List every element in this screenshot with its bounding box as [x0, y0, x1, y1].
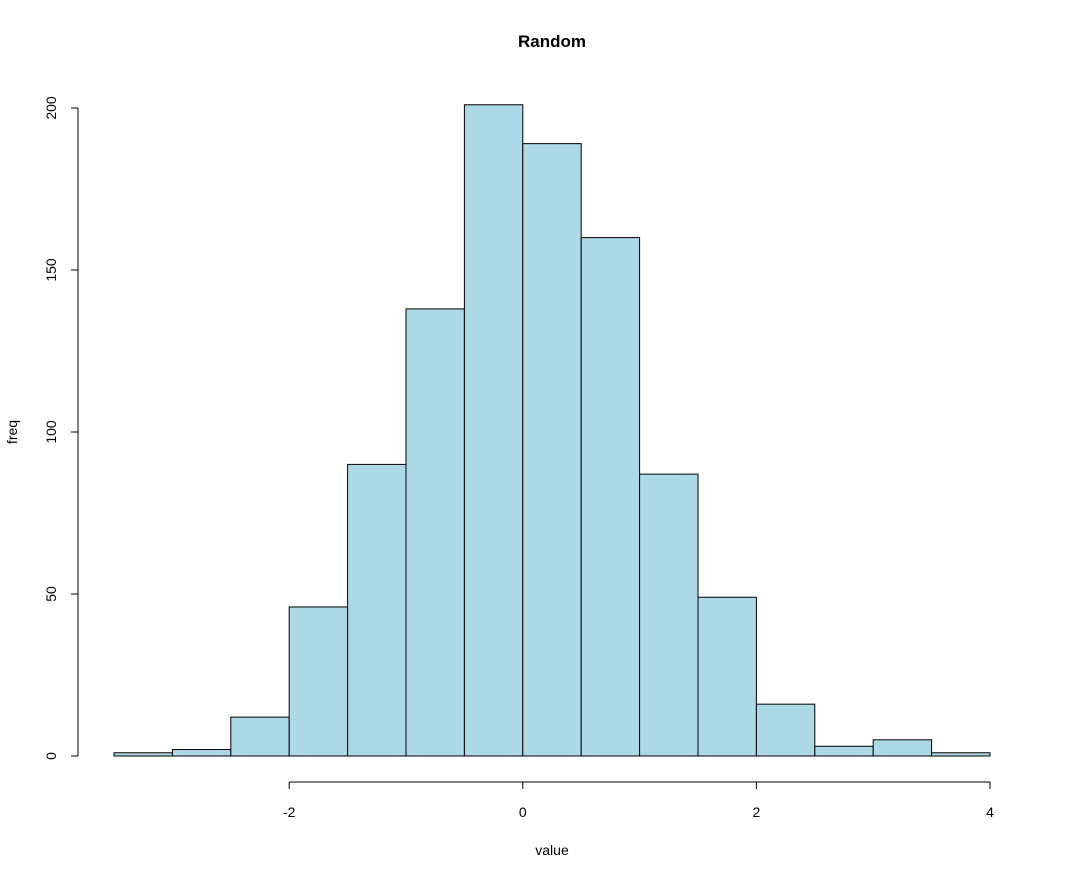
x-tick-label: 0	[519, 804, 527, 820]
y-tick-label: 150	[43, 258, 59, 282]
bar	[171, 749, 232, 757]
y-tick-label: 50	[43, 586, 59, 602]
bar	[755, 703, 816, 757]
x-tick-label: 2	[753, 804, 761, 820]
bar	[580, 237, 641, 757]
x-axis-label: value	[535, 842, 569, 858]
bar	[814, 745, 874, 757]
chart-title: Random	[518, 32, 586, 51]
y-axis-label: freq	[4, 420, 20, 444]
bar	[931, 752, 991, 757]
bar	[405, 308, 465, 757]
bar	[639, 473, 699, 757]
bar	[872, 739, 933, 757]
bar	[463, 104, 524, 757]
x-tick-label: -2	[283, 804, 296, 820]
y-tick-label: 0	[43, 752, 59, 760]
bar	[230, 716, 290, 757]
bar	[347, 463, 407, 757]
bar	[522, 143, 582, 757]
bar	[113, 752, 173, 757]
y-tick-label: 100	[43, 420, 59, 444]
bar	[288, 606, 349, 757]
y-tick-label: 200	[43, 96, 59, 120]
bar	[697, 596, 757, 757]
x-tick-label: 4	[986, 804, 994, 820]
